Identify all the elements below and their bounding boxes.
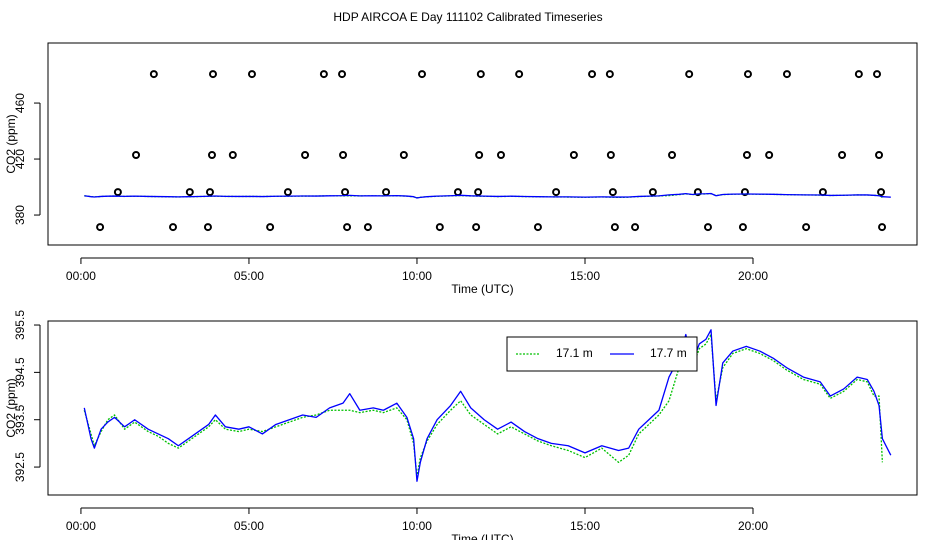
y-tick-label: 420 [13,149,27,169]
line-series [84,192,891,199]
scatter-point [740,188,749,197]
page-title: HDP AIRCOA E Day 111102 Calibrated Times… [333,10,602,24]
y-tick-label: 394.5 [13,357,27,387]
scatter-point [742,150,751,159]
y-tick-label: 395.5 [13,310,27,340]
scatter-point [205,188,214,197]
x-axis-title: Time (UTC) [451,282,513,296]
x-tick-label: 15:00 [570,519,600,533]
scatter-point [343,223,352,232]
scatter-point [605,70,614,79]
scatter-point [247,70,256,79]
scatter-point [266,223,275,232]
scatter-point [877,188,886,197]
legend: 17.1 m 17.7 m [506,336,698,372]
scatter-point [738,223,747,232]
plot-frame [47,320,918,496]
scatter-point [875,150,884,159]
scatter-point [873,70,882,79]
panel: 00:00 05:00 10:00 15:00 20:00 Time (UTC) 380 42… [4,42,918,296]
x-tick-label: 00:00 [66,269,96,283]
panel: 00:00 05:00 10:00 15:00 20:00 Time (UTC) 392.5… [4,310,918,540]
scatter-point [283,188,292,197]
scatter-point [703,223,712,232]
scatter-point [363,223,372,232]
x-tick-label: 05:00 [234,519,264,533]
x-tick-label: 20:00 [738,269,768,283]
legend-label: 17.7 m [650,346,687,360]
scatter-point [648,188,657,197]
y-tick-label: 460 [13,93,27,113]
line-series [83,329,892,482]
scatter-point [878,223,887,232]
scatter-point [319,70,328,79]
x-tick-label: 20:00 [738,519,768,533]
plot-frame [47,42,918,246]
scatter-point [476,70,485,79]
scatter-point [338,70,347,79]
scatter-point [475,150,484,159]
scatter-point [149,70,158,79]
scatter-point [668,150,677,159]
x-tick-label: 10:00 [402,269,432,283]
scatter-point [418,70,427,79]
x-tick-label: 05:00 [234,269,264,283]
scatter-point [472,223,481,232]
scatter-point [207,150,216,159]
scatter-point [96,223,105,232]
scatter-point [743,70,752,79]
scatter-point [496,150,505,159]
scatter-point [169,223,178,232]
scatter-point [132,150,141,159]
line-series [83,333,884,478]
legend-label: 17.1 m [556,346,593,360]
scatter-point [185,188,194,197]
scatter-point [782,70,791,79]
scatter-point [382,188,391,197]
x-tick-label: 10:00 [402,519,432,533]
scatter-point [113,188,122,197]
scatter-point [435,223,444,232]
scatter-point [203,223,212,232]
scatter-point [818,188,827,197]
scatter-point [474,188,483,197]
scatter-point [693,188,702,197]
scatter-point [515,70,524,79]
scatter-point [854,70,863,79]
scatter-point [453,188,462,197]
y-axis-title: CO2 (ppm) [4,114,18,173]
x-tick-label: 00:00 [66,519,96,533]
scatter-point [610,223,619,232]
scatter-point [301,150,310,159]
scatter-point [339,150,348,159]
y-tick-label: 393.5 [13,404,27,434]
scatter-point [838,150,847,159]
scatter-point [765,150,774,159]
scatter-point [208,70,217,79]
scatter-point [533,223,542,232]
scatter-point [588,70,597,79]
x-axis-title: Time (UTC) [451,532,513,540]
y-axis-title: CO2 (ppm) [4,378,18,437]
scatter-point [341,188,350,197]
scatter-point [631,223,640,232]
scatter-point [685,70,694,79]
scatter-point [569,150,578,159]
scatter-point [228,150,237,159]
y-tick-label: 380 [13,205,27,225]
y-tick-label: 392.5 [13,452,27,482]
scatter-point [399,150,408,159]
scatter-point [552,188,561,197]
scatter-point [608,188,617,197]
scatter-point [802,223,811,232]
x-tick-label: 15:00 [570,269,600,283]
scatter-point [606,150,615,159]
